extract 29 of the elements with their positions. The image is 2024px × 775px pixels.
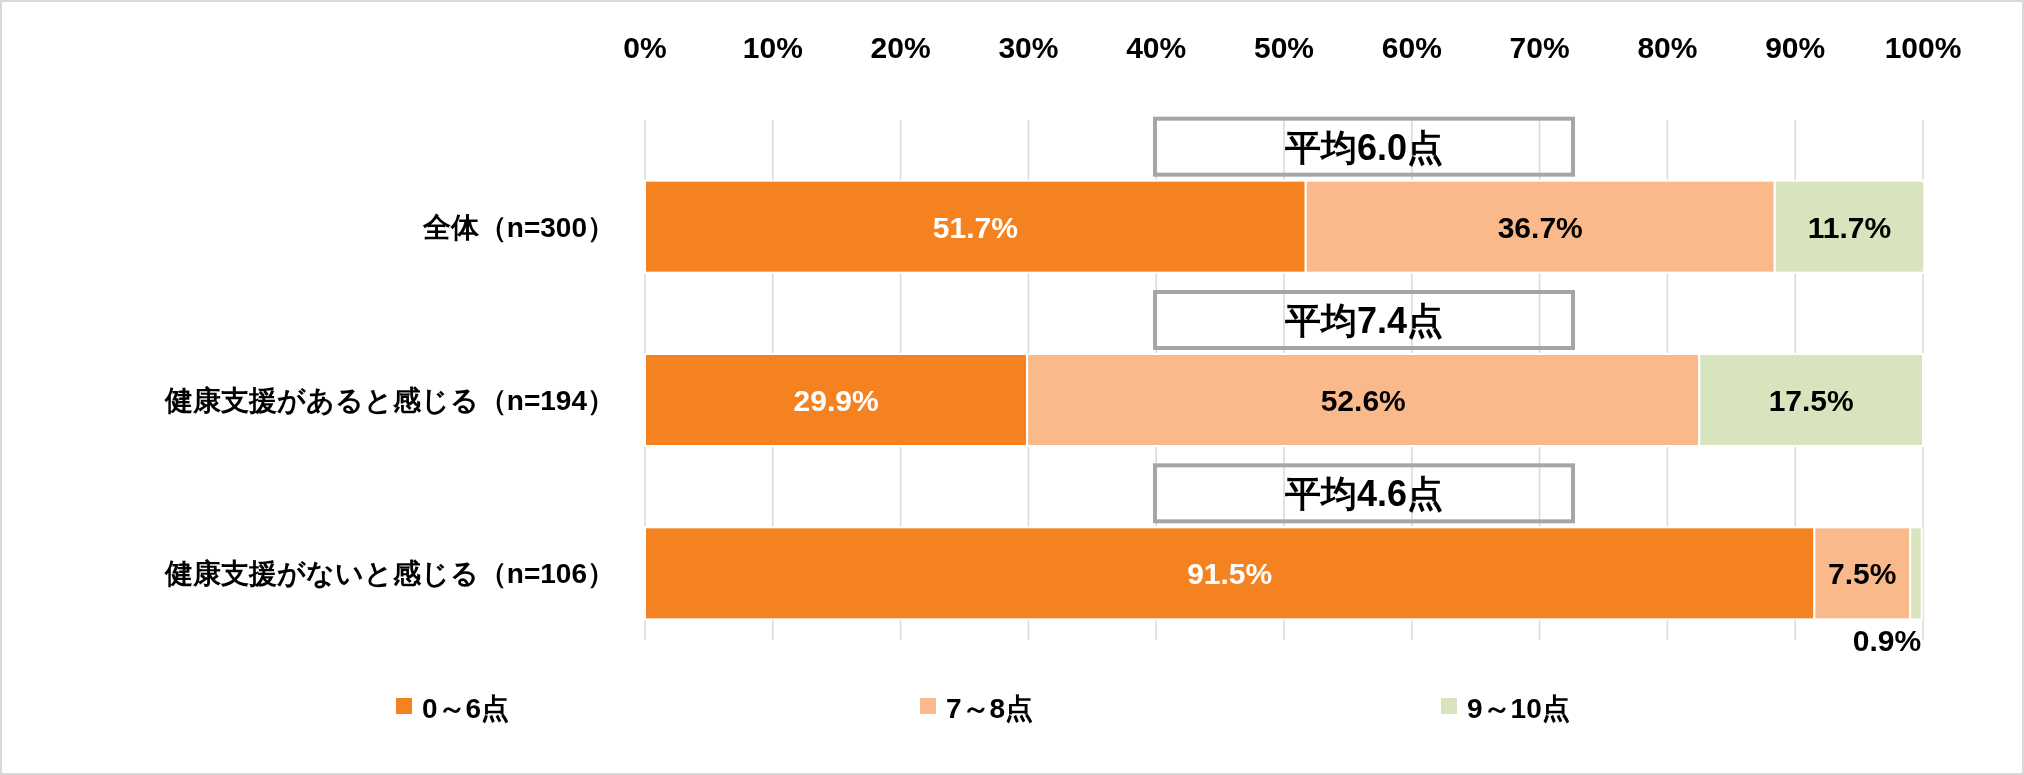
data-label: 11.7%: [1807, 210, 1892, 244]
x-tick-label: 20%: [870, 31, 931, 64]
y-tick-label: 健康支援がないと感じる（n=106）: [163, 558, 615, 590]
x-tick-label: 60%: [1381, 31, 1442, 64]
x-tick-label: 70%: [1509, 31, 1570, 64]
legend-label: 9～10点: [1467, 693, 1570, 724]
legend-label: 7～8点: [946, 693, 1034, 724]
data-label: 7.5%: [1828, 557, 1897, 591]
annotation: 平均6.0点: [1284, 126, 1444, 168]
x-tick-label: 50%: [1253, 31, 1315, 64]
data-label: 91.5%: [1187, 557, 1273, 591]
x-tick-label: 40%: [1126, 31, 1187, 64]
x-tick-label: 100%: [1884, 31, 1962, 64]
annotation: 平均7.4点: [1284, 300, 1444, 341]
x-tick-label: 30%: [998, 31, 1059, 64]
x-tick-label: 10%: [742, 31, 803, 64]
x-tick-label: 80%: [1637, 31, 1698, 64]
data-label: 36.7%: [1497, 210, 1583, 244]
y-tick-label: 全体（n=300）: [421, 211, 615, 243]
x-tick-label: 90%: [1765, 31, 1826, 64]
data-label: 17.5%: [1768, 384, 1854, 417]
data-label: 29.9%: [793, 384, 879, 417]
data-label: 0.9%: [1852, 624, 1922, 658]
data-label: 52.6%: [1320, 384, 1406, 417]
annotation: 平均4.6点: [1284, 473, 1444, 515]
x-tick-label: 0%: [623, 31, 667, 64]
legend-label: 0～6点: [422, 693, 510, 724]
y-tick-label: 健康支援があると感じる（n=194）: [163, 385, 615, 416]
data-label: 51.7%: [932, 210, 1018, 244]
